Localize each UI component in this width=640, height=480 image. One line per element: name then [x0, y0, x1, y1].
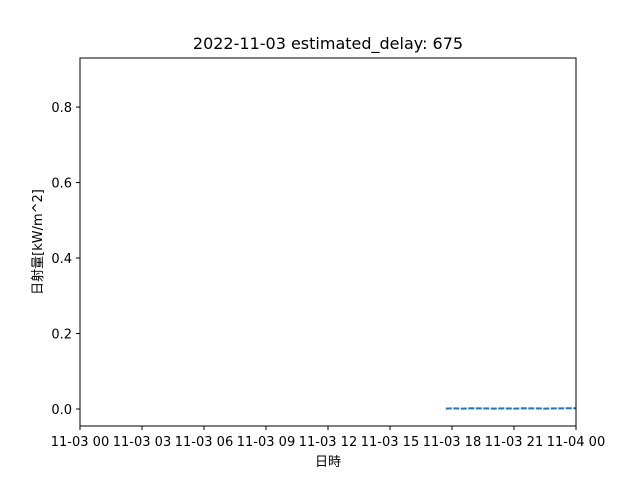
x-tick-label: 11-03 06	[175, 435, 233, 450]
x-axis-ticks: 11-03 00 11-03 03 11-03 06 11-03 09 11-03 12…	[51, 426, 605, 450]
x-tick-label: 11-03 03	[113, 435, 171, 450]
x-tick-label: 11-03 15	[361, 435, 419, 450]
x-tick-label: 11-04 00	[547, 435, 605, 450]
chart-title: 2022-11-03 estimated_delay: 675	[193, 34, 463, 54]
y-tick-label: 0.0	[51, 403, 72, 418]
x-tick-label: 11-03 12	[299, 435, 357, 450]
x-tick-label: 11-03 09	[237, 435, 295, 450]
x-tick-label: 11-03 00	[51, 435, 109, 450]
y-tick-label: 0.6	[51, 177, 72, 192]
x-tick-label: 11-03 21	[485, 435, 543, 450]
x-tick-label: 11-03 18	[423, 435, 481, 450]
x-axis-label: 日時	[315, 455, 341, 470]
y-axis-label: 日射量[kW/m^2]	[30, 189, 46, 295]
y-tick-label: 0.4	[51, 252, 72, 267]
y-axis-ticks: 0.0 0.2 0.4 0.6 0.8	[51, 101, 80, 418]
y-tick-label: 0.8	[51, 101, 72, 116]
y-tick-label: 0.2	[51, 328, 72, 343]
